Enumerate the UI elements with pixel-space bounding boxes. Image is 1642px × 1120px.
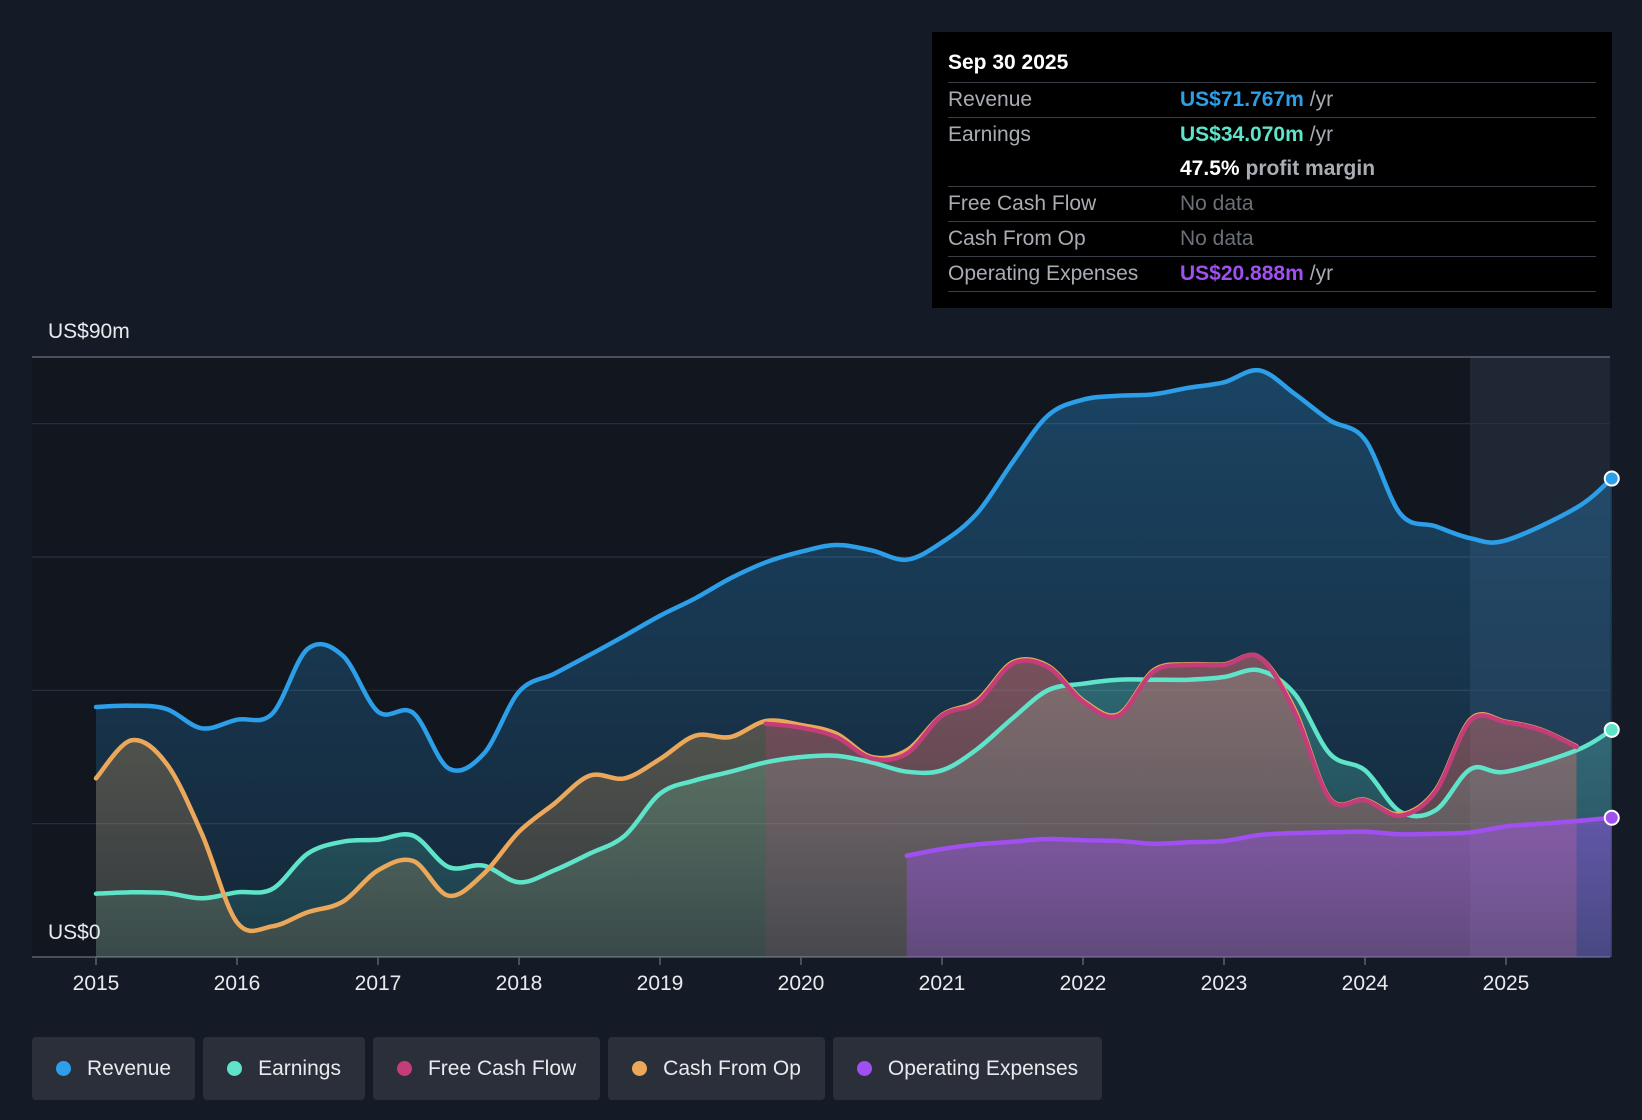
legend-item-revenue[interactable]: Revenue (32, 1037, 196, 1100)
earnings-line (93, 667, 1615, 901)
tooltip-label: Free Cash Flow (948, 192, 1097, 215)
tooltip-value: US$20.888m (1180, 262, 1304, 285)
x-tick-label: 2023 (1201, 972, 1248, 995)
x-tick-label: 2024 (1342, 972, 1389, 995)
x-tick-label: 2019 (637, 972, 684, 995)
legend-item-operating-expenses[interactable]: Operating Expenses (832, 1037, 1103, 1100)
operating-expenses-area (906, 817, 1612, 957)
legend-dot-icon (856, 1061, 872, 1076)
legend-dot-icon (632, 1061, 648, 1076)
free-cash-flow-line (763, 652, 1579, 818)
series-areas (96, 370, 1612, 957)
legend-item-earnings[interactable]: Earnings (203, 1037, 365, 1100)
tooltip-unit: /yr (1309, 88, 1334, 111)
legend-label: Revenue (87, 1056, 172, 1080)
tooltip-label: Revenue (948, 88, 1033, 111)
x-tick-label: 2022 (1060, 972, 1107, 995)
tooltip-value: No data (1180, 227, 1254, 250)
tooltip-row-profit-margin: 47.5% profit margin (948, 152, 1596, 186)
tooltip-value: US$71.767m (1180, 88, 1304, 111)
tooltip-value: US$34.070m (1180, 123, 1304, 146)
tooltip-value: No data (1180, 192, 1254, 215)
y-axis-top-label: US$90m (48, 320, 130, 343)
tooltip-label: Earnings (948, 123, 1031, 146)
legend-dot-icon (227, 1061, 243, 1076)
legend-label: Earnings (258, 1056, 341, 1080)
operating-expenses-end-marker (1603, 809, 1620, 826)
tooltip-date: Sep 30 2025 (948, 51, 1069, 74)
end-markers (1603, 470, 1620, 826)
x-tick-label: 2015 (73, 972, 120, 995)
legend-item-free-cash-flow[interactable]: Free Cash Flow (372, 1037, 601, 1100)
legend-dot-icon (56, 1061, 71, 1076)
revenue-end-marker (1603, 470, 1620, 487)
tooltip-label: Operating Expenses (948, 262, 1139, 285)
tooltip-unit: profit margin (1245, 157, 1376, 180)
tooltip-unit: /yr (1309, 262, 1334, 285)
legend-item-cash-from-op[interactable]: Cash From Op (608, 1037, 825, 1100)
revenue-line (93, 367, 1615, 773)
tooltip-value: 47.5% (1180, 157, 1240, 180)
tooltip-row-revenue: Revenue US$71.767m /yr (948, 82, 1596, 117)
tooltip-row-free-cash-flow: Free Cash Flow No data (948, 186, 1596, 221)
tooltip-row-cash-from-op: Cash From Op No data (948, 221, 1596, 256)
x-tick-label: 2021 (919, 972, 966, 995)
legend: Revenue Earnings Free Cash Flow Cash Fro… (32, 1037, 1103, 1100)
tooltip-unit: /yr (1309, 123, 1334, 146)
x-tick-label: 2018 (496, 972, 543, 995)
tooltip-row-earnings: Earnings US$34.070m /yr (948, 117, 1596, 152)
series-lines (93, 367, 1615, 934)
legend-label: Free Cash Flow (427, 1056, 577, 1080)
earnings-end-marker (1603, 721, 1620, 738)
legend-label: Cash From Op (663, 1056, 801, 1080)
legend-dot-icon (396, 1061, 412, 1076)
x-tick-label: 2016 (214, 972, 261, 995)
tooltip-panel: Sep 30 2025 Revenue US$71.767m /yr Earni… (932, 32, 1612, 308)
x-tick-label: 2025 (1483, 972, 1530, 995)
y-axis-bottom-label: US$0 (48, 921, 101, 944)
tooltip-label: Cash From Op (948, 227, 1086, 250)
tooltip-row-operating-expenses: Operating Expenses US$20.888m /yr (948, 256, 1596, 292)
x-tick-label: 2020 (778, 972, 825, 995)
x-tick-label: 2017 (355, 972, 402, 995)
legend-label: Operating Expenses (887, 1056, 1079, 1080)
x-axis-ticks: 2015 2016 2017 2018 2019 2020 2021 2022 2023 2024… (73, 957, 1530, 995)
operating-expenses-line (904, 815, 1615, 858)
